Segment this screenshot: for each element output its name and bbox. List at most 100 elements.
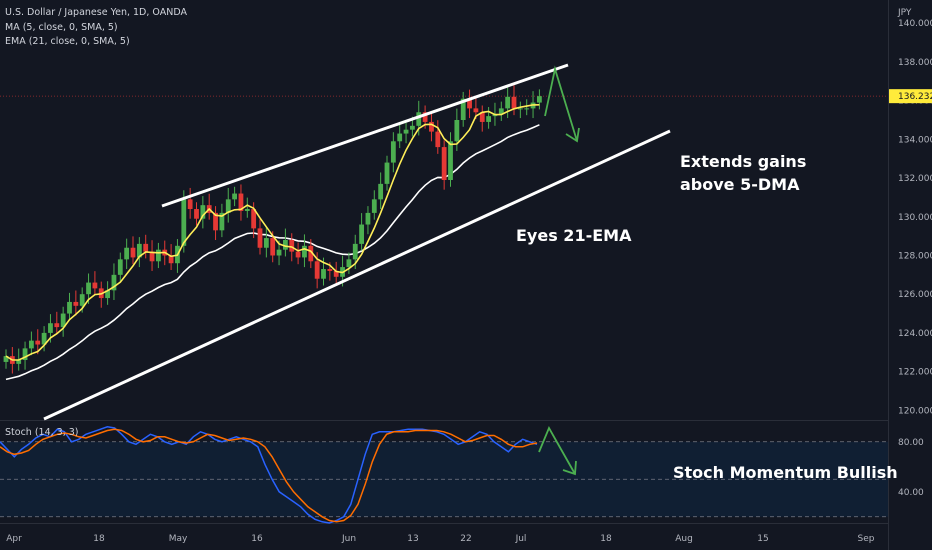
candle-body xyxy=(35,340,41,345)
candle-body xyxy=(111,274,117,291)
candle-body xyxy=(48,323,53,333)
candle-body xyxy=(460,98,466,120)
stoch-tick-label: 40.00 xyxy=(898,488,924,498)
candle-body xyxy=(105,290,110,299)
candle-body xyxy=(403,129,409,134)
candle-body xyxy=(16,360,22,364)
candle-body xyxy=(333,270,339,277)
candle-body xyxy=(136,243,142,258)
price-tick-label: 138.000 xyxy=(898,58,932,68)
candle-body xyxy=(454,120,460,142)
candle-body xyxy=(232,193,237,200)
lower-trendline xyxy=(43,129,671,421)
candle-body xyxy=(181,199,187,246)
candle-body xyxy=(486,116,491,122)
stoch-projection-arrow xyxy=(538,425,576,475)
date-tick-label: Sep xyxy=(858,534,875,544)
candle-body xyxy=(429,121,434,132)
candle-body xyxy=(435,131,441,148)
candle-body xyxy=(156,249,161,262)
stoch-d-line xyxy=(0,428,538,523)
legend-stoch: Stoch (14, 3, 3) xyxy=(5,427,79,438)
candle-body xyxy=(54,323,60,328)
candle-body xyxy=(149,251,155,262)
date-tick-label: 22 xyxy=(460,534,471,544)
candle-body xyxy=(416,112,422,126)
candle-body xyxy=(168,255,174,264)
candle-body xyxy=(124,247,130,260)
candle-body xyxy=(194,209,199,219)
candle-body xyxy=(143,243,149,252)
candle-body xyxy=(378,183,384,200)
annotations: Extends gains above 5-DMA Eyes 21-EMA Stoch… xyxy=(516,152,898,482)
candle-body xyxy=(3,356,9,362)
date-tick-label: 15 xyxy=(757,534,768,544)
last-price-tag xyxy=(889,89,932,104)
candle-body xyxy=(251,209,257,229)
candle-body xyxy=(397,133,403,142)
legend-ma5: MA (5, close, 0, SMA, 5) xyxy=(5,22,118,33)
candle-body xyxy=(371,199,377,213)
date-tick-label: 16 xyxy=(251,534,263,544)
candle-body xyxy=(238,193,244,211)
candle-body xyxy=(130,247,136,258)
candle-body xyxy=(276,249,282,256)
candle-body xyxy=(390,141,396,163)
candle-body xyxy=(73,301,79,306)
chart-grid xyxy=(0,0,889,550)
candle-body xyxy=(86,282,91,295)
price-tick-label: 120.000 xyxy=(898,406,932,416)
candle-body xyxy=(537,96,542,103)
candle-body xyxy=(321,269,326,279)
candle-body xyxy=(467,98,472,109)
date-tick-label: Jun xyxy=(341,534,356,544)
annotation-eyes: Eyes 21-EMA xyxy=(516,226,632,245)
stoch-projection-arrow-head xyxy=(562,460,577,476)
candles-layer xyxy=(3,85,542,374)
candle-body xyxy=(441,147,447,180)
price-tick-label: 132.000 xyxy=(898,174,932,184)
date-tick-label: 13 xyxy=(407,534,418,544)
candle-body xyxy=(200,205,206,219)
stochastic-panel xyxy=(0,426,538,524)
currency-label: JPY xyxy=(897,8,912,18)
candle-body xyxy=(219,212,225,231)
trend-drawings xyxy=(43,63,671,476)
candle-body xyxy=(359,224,364,244)
candle-body xyxy=(448,141,453,180)
candle-body xyxy=(473,108,479,113)
candle-body xyxy=(283,240,288,250)
candle-body xyxy=(29,340,34,349)
candle-body xyxy=(117,259,123,275)
price-projection-arrow xyxy=(544,65,578,142)
legend-ema21: EMA (21, close, 0, SMA, 5) xyxy=(5,36,130,47)
candle-body xyxy=(384,162,390,184)
candle-body xyxy=(257,228,263,248)
price-projection-arrow-head xyxy=(565,127,580,143)
candle-body xyxy=(270,238,276,256)
stoch-tick-label: 80.00 xyxy=(898,438,924,448)
candle-body xyxy=(187,199,193,210)
candle-body xyxy=(67,301,72,314)
price-tick-label: 140.000 xyxy=(898,19,932,29)
price-tick-label: 122.000 xyxy=(898,368,932,378)
date-tick-label: Apr xyxy=(6,534,22,544)
candle-body xyxy=(41,332,47,345)
candle-body xyxy=(505,96,511,109)
candle-body xyxy=(79,294,85,306)
candle-body xyxy=(302,245,307,258)
annotation-extends-line1: Extends gains xyxy=(680,152,806,171)
candle-body xyxy=(60,313,66,328)
price-tick-label: 126.000 xyxy=(898,290,932,300)
price-tick-label: 128.000 xyxy=(898,251,932,261)
stoch-k-line xyxy=(0,426,538,524)
candle-body xyxy=(244,209,250,211)
candle-body xyxy=(511,96,517,109)
ma5-layer xyxy=(5,104,540,361)
candle-body xyxy=(289,240,295,252)
date-tick-label: 18 xyxy=(93,534,105,544)
candle-body xyxy=(524,108,530,110)
candle-body xyxy=(327,269,333,271)
ma5-line xyxy=(5,104,540,361)
